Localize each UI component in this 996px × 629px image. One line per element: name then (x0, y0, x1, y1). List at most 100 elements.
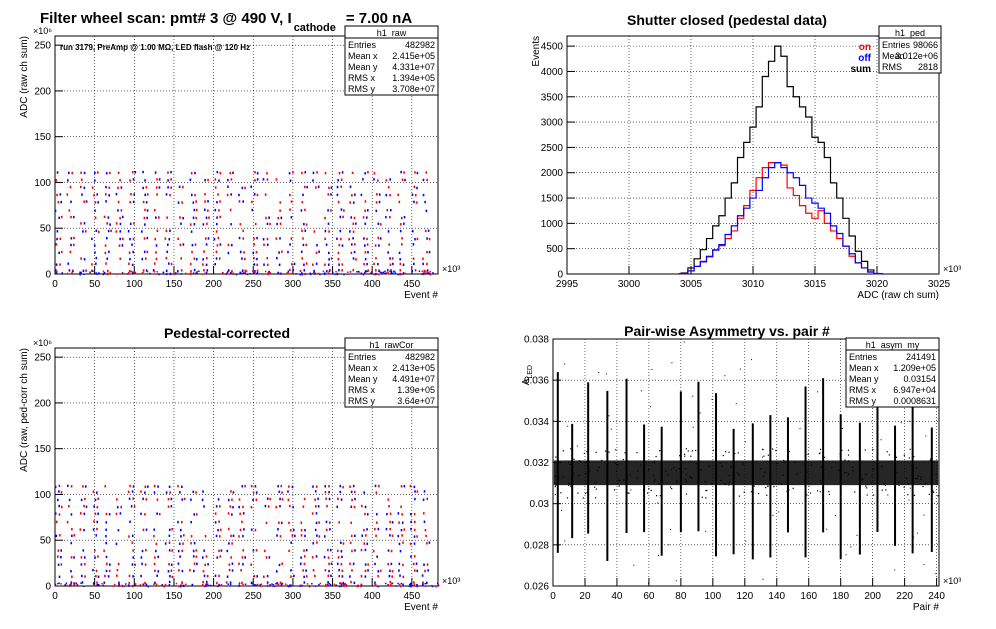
data-point (595, 451, 597, 453)
data-point (601, 459, 603, 462)
data-point (751, 359, 753, 361)
y-tick-label: 0.036 (524, 376, 549, 387)
data-point (366, 237, 368, 241)
data-point (290, 569, 292, 572)
data-point (766, 494, 768, 496)
data-point (140, 272, 143, 275)
data-point (143, 237, 146, 240)
data-point (568, 482, 570, 484)
data-point (415, 585, 418, 587)
data-point (316, 541, 318, 544)
data-point (301, 273, 304, 276)
data-point (256, 575, 258, 578)
x-tick-label: 3015 (804, 279, 827, 290)
data-point (409, 484, 412, 488)
data-point (190, 230, 193, 233)
data-point (164, 583, 167, 586)
plot-frame (54, 35, 439, 275)
data-point (364, 512, 366, 516)
data-point (428, 250, 431, 254)
data-point (253, 243, 255, 246)
data-point (288, 504, 291, 508)
data-point (389, 178, 391, 181)
data-point (229, 505, 232, 508)
data-point (426, 542, 428, 545)
data-point (289, 208, 291, 211)
data-point (95, 256, 98, 260)
data-point (262, 178, 265, 181)
data-point (364, 271, 366, 274)
data-point (865, 485, 867, 487)
data-point (653, 480, 655, 482)
data-point (622, 458, 624, 461)
data-point (280, 272, 283, 275)
data-point (314, 528, 317, 532)
data-point (428, 237, 431, 241)
data-point (163, 585, 165, 588)
data-point (909, 448, 911, 450)
data-point (413, 262, 415, 266)
stats-value: 2.415e+05 (392, 51, 435, 61)
data-point (286, 272, 288, 274)
data-point (360, 272, 363, 274)
data-point (400, 170, 402, 174)
data-point (353, 490, 356, 494)
data-point (135, 585, 138, 587)
data-point (85, 505, 88, 508)
data-point (153, 583, 155, 586)
data-point (311, 556, 314, 559)
data-point (286, 585, 289, 587)
data-point (153, 534, 155, 538)
data-point (636, 477, 638, 479)
stats-value: 3.012e+06 (895, 51, 938, 61)
data-point (153, 262, 156, 265)
data-point (142, 497, 144, 501)
data-point (596, 469, 598, 472)
data-point (389, 534, 391, 537)
data-point (95, 574, 97, 578)
data-point (177, 549, 180, 553)
data-point (60, 555, 62, 559)
data-point (107, 229, 110, 233)
data-point (916, 477, 919, 480)
data-point (328, 186, 330, 190)
data-point (679, 455, 681, 457)
data-point (778, 511, 780, 513)
data-point (58, 216, 60, 219)
data-point (640, 390, 642, 392)
data-point (253, 271, 256, 275)
data-point (204, 272, 206, 275)
data-point (616, 463, 618, 466)
data-point (342, 542, 345, 545)
data-point (349, 485, 351, 488)
data-point (675, 469, 677, 471)
data-point (399, 269, 402, 272)
data-point (324, 237, 326, 241)
data-point (355, 222, 357, 225)
data-point (305, 548, 308, 552)
data-point (218, 549, 220, 553)
x-tick-label: 80 (675, 591, 687, 602)
data-point (232, 171, 234, 174)
data-point (242, 237, 245, 240)
stats-box (878, 25, 942, 74)
data-point (315, 555, 318, 558)
data-point (351, 549, 353, 553)
data-point (166, 243, 169, 246)
data-point (401, 534, 403, 537)
data-point (244, 257, 246, 261)
data-point (164, 237, 167, 240)
data-point (375, 534, 377, 537)
data-point (260, 585, 262, 588)
data-point (578, 474, 580, 477)
data-point (60, 200, 62, 204)
data-point (177, 237, 179, 240)
data-point (841, 449, 843, 451)
data-point (131, 541, 134, 544)
data-point (156, 178, 158, 181)
data-point (192, 272, 195, 274)
data-point (350, 534, 353, 538)
data-point (390, 272, 393, 275)
data-point (66, 584, 68, 587)
data-point (728, 484, 730, 486)
